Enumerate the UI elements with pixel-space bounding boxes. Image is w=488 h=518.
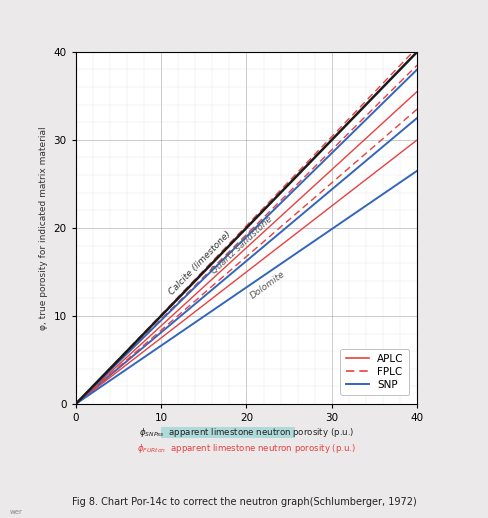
Text: Quartz sandstone: Quartz sandstone xyxy=(210,215,274,276)
Legend: APLC, FPLC, SNP: APLC, FPLC, SNP xyxy=(341,349,408,395)
Text: Fig 8. Chart Por-14c to correct the neutron graph(Schlumberger, 1972): Fig 8. Chart Por-14c to correct the neut… xyxy=(72,497,416,508)
Text: $\phi_{SNPss}$  apparent limestone neutron porosity (p.u.): $\phi_{SNPss}$ apparent limestone neutro… xyxy=(139,426,354,439)
Text: wer: wer xyxy=(10,509,22,515)
Text: $\phi_{FURton}$  apparent limestone neutron porosity (p.u.): $\phi_{FURton}$ apparent limestone neutr… xyxy=(137,441,356,455)
Y-axis label: φ, true porosity for indicated matrix material: φ, true porosity for indicated matrix ma… xyxy=(39,126,48,330)
Text: Calcite (limestone): Calcite (limestone) xyxy=(167,229,232,297)
Text: Dolomite: Dolomite xyxy=(249,269,287,301)
